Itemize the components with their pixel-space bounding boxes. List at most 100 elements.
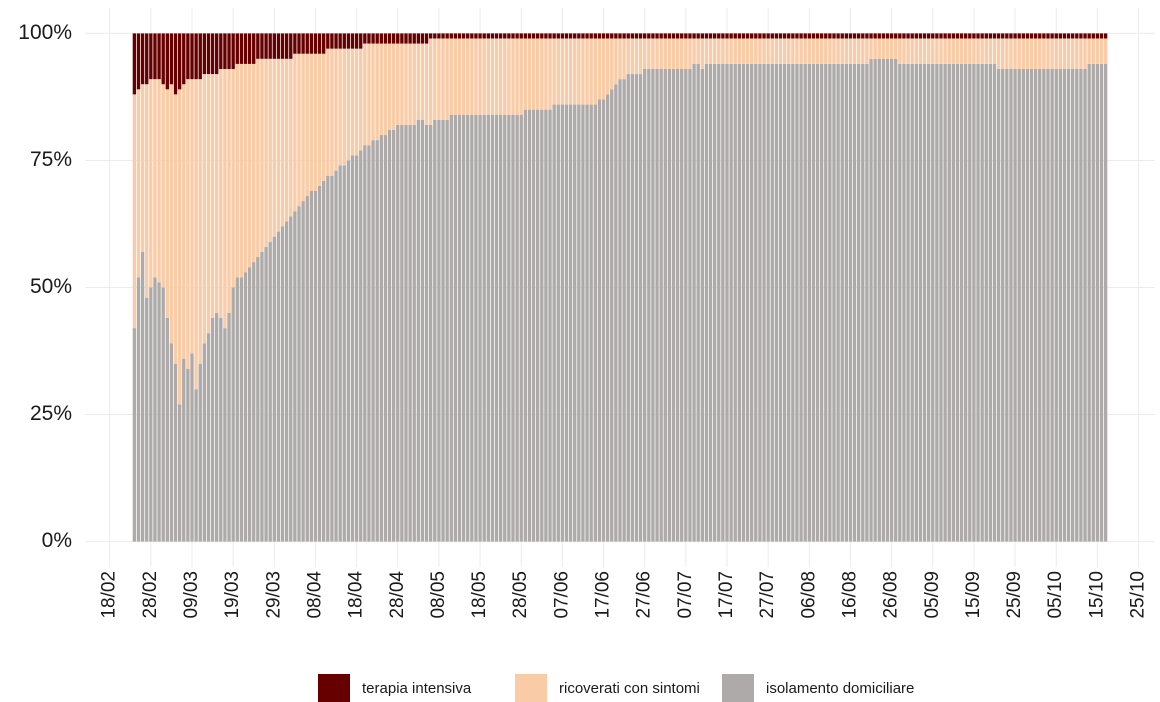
bar-segment — [651, 38, 655, 69]
bar-segment — [852, 38, 857, 64]
bar-segment — [198, 33, 202, 80]
bar-segment — [803, 33, 807, 39]
bar-segment — [383, 33, 388, 44]
bar-segment — [482, 114, 486, 542]
bar-segment — [309, 190, 314, 542]
bar-segment — [815, 63, 820, 542]
bar-segment — [914, 33, 918, 39]
bar-segment — [429, 33, 433, 39]
bar-segment — [1009, 68, 1013, 542]
bar-segment — [371, 33, 375, 44]
bar-segment — [762, 63, 766, 542]
bar-segment — [420, 33, 425, 44]
bar-segment — [877, 33, 881, 39]
bar-segment — [363, 145, 367, 542]
bar-segment — [1071, 38, 1075, 69]
bar-segment — [531, 38, 536, 110]
bar-segment — [647, 68, 651, 542]
bar-segment — [560, 104, 565, 542]
bar-segment — [704, 63, 709, 542]
bar-segment — [466, 33, 470, 39]
bar-segment — [433, 38, 437, 120]
bar-segment — [264, 58, 268, 247]
bar-segment — [733, 38, 737, 64]
bar-segment — [507, 33, 511, 39]
bar-segment — [782, 38, 787, 64]
bar-segment — [437, 33, 441, 39]
bar-segment — [136, 89, 141, 278]
bar-segment — [766, 33, 770, 39]
bar-segment — [396, 33, 400, 44]
bar-segment — [964, 38, 968, 64]
bar-segment — [478, 33, 482, 39]
bar-segment — [663, 33, 667, 39]
bar-segment — [655, 33, 659, 39]
bar-segment — [610, 89, 614, 542]
bar-segment — [1054, 68, 1058, 542]
bar-segment — [1013, 68, 1017, 542]
bar-segment — [828, 63, 832, 542]
bar-segment — [1021, 38, 1025, 69]
bar-segment — [202, 33, 207, 75]
bar-segment — [165, 33, 169, 90]
bar-segment — [1099, 38, 1104, 64]
bar-segment — [1050, 38, 1054, 69]
bar-segment — [449, 38, 453, 115]
bar-segment — [284, 58, 289, 222]
bar-segment — [931, 33, 935, 39]
bar-segment — [194, 389, 198, 542]
bar-segment — [1099, 33, 1104, 39]
bar-segment — [145, 297, 149, 542]
bar-segment — [461, 38, 466, 115]
bar-segment — [618, 33, 622, 39]
bar-segment — [1054, 33, 1058, 39]
bar-segment — [610, 38, 614, 90]
bar-segment — [947, 38, 951, 64]
bar-segment — [1062, 68, 1067, 542]
bar-segment — [1103, 38, 1108, 64]
bar-segment — [622, 79, 626, 542]
bar-segment — [568, 33, 573, 39]
bar-segment — [523, 109, 528, 542]
bar-segment — [173, 363, 178, 542]
bar-segment — [651, 33, 655, 39]
bar-segment — [1017, 33, 1021, 39]
bar-segment — [573, 33, 577, 39]
bar-segment — [1079, 38, 1083, 69]
bar-segment — [169, 343, 174, 542]
bar-segment — [799, 33, 803, 39]
bar-segment — [408, 33, 412, 44]
bar-segment — [852, 33, 857, 39]
bar-segment — [169, 84, 174, 344]
bar-segment — [297, 53, 301, 207]
bar-segment — [173, 33, 178, 95]
bar-segment — [363, 43, 367, 146]
bar-segment — [939, 33, 943, 39]
bar-segment — [1083, 38, 1087, 69]
bar-segment — [564, 38, 569, 105]
x-tick-label: 08/04 — [304, 571, 325, 619]
bar-segment — [770, 63, 774, 542]
bar-segment — [980, 33, 984, 39]
bar-segment — [1042, 68, 1046, 542]
bar-segment — [301, 53, 305, 202]
bar-segment — [828, 38, 832, 64]
bar-segment — [774, 38, 779, 64]
bar-segment — [268, 33, 272, 59]
bar-segment — [721, 38, 725, 64]
bar-segment — [552, 38, 556, 105]
bar-segment — [680, 33, 684, 39]
bar-segment — [247, 267, 252, 542]
bar-segment — [824, 63, 828, 542]
bar-segment — [227, 33, 231, 69]
bar-segment — [132, 94, 137, 329]
bar-segment — [445, 38, 449, 120]
bar-segment — [252, 33, 256, 64]
bar-segment — [206, 74, 211, 334]
bar-segment — [836, 38, 840, 64]
bar-segment — [840, 63, 844, 542]
bar-segment — [486, 33, 490, 39]
bar-segment — [297, 206, 301, 542]
bar-segment — [391, 33, 396, 44]
bar-segment — [1091, 63, 1095, 542]
